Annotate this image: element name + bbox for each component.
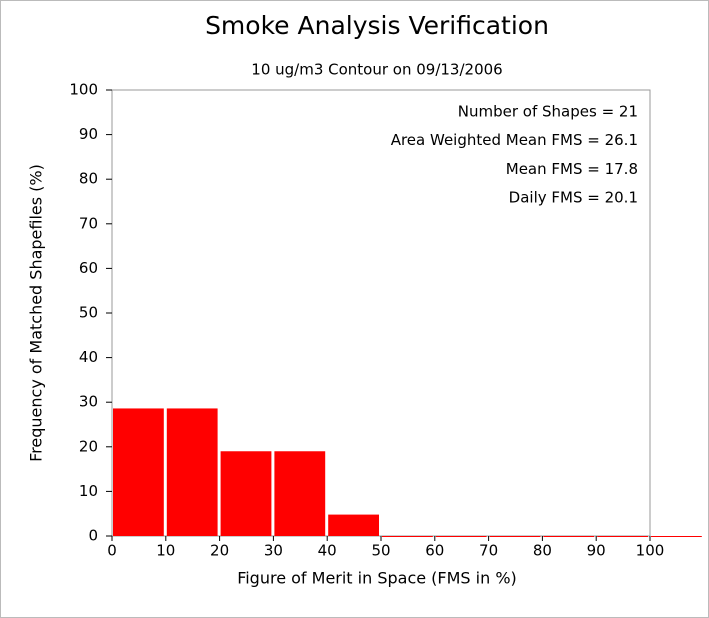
y-tick-label: 30 <box>79 393 98 411</box>
bar <box>435 536 487 537</box>
x-tick-label: 80 <box>533 542 552 560</box>
bar <box>166 408 218 536</box>
annotation: Number of Shapes = 21 <box>458 103 638 121</box>
y-tick-label: 10 <box>79 482 98 500</box>
x-tick-label: 70 <box>479 542 498 560</box>
bar <box>274 451 326 536</box>
y-tick-label: 80 <box>79 170 98 188</box>
bar <box>597 536 648 537</box>
chart-title: Smoke Analysis Verification <box>205 11 549 40</box>
x-tick-label: 50 <box>371 542 390 560</box>
annotation: Area Weighted Mean FMS = 26.1 <box>391 131 638 149</box>
y-tick-label: 40 <box>79 348 98 366</box>
x-tick-label: 60 <box>425 542 444 560</box>
x-tick-label: 20 <box>210 542 229 560</box>
bar <box>651 536 702 537</box>
bar <box>543 536 595 537</box>
x-tick-label: 90 <box>587 542 606 560</box>
y-tick-label: 60 <box>79 259 98 277</box>
x-tick-label: 100 <box>636 542 665 560</box>
bar <box>382 536 433 537</box>
y-tick-label: 90 <box>79 125 98 143</box>
bar <box>328 514 379 536</box>
chart-subtitle: 10 ug/m3 Contour on 09/13/2006 <box>251 61 502 79</box>
y-tick-label: 70 <box>79 214 98 232</box>
x-tick-label: 30 <box>264 542 283 560</box>
x-tick-label: 0 <box>107 542 117 560</box>
x-tick-label: 40 <box>318 542 337 560</box>
annotation: Mean FMS = 17.8 <box>506 160 638 178</box>
x-axis-label: Figure of Merit in Space (FMS in %) <box>237 569 517 588</box>
y-tick-label: 20 <box>79 437 98 455</box>
bar <box>113 408 164 536</box>
y-tick-label: 0 <box>88 527 98 545</box>
bar <box>220 451 272 536</box>
annotation: Daily FMS = 20.1 <box>509 189 638 207</box>
y-tick-label: 100 <box>69 81 98 99</box>
y-axis-label: Frequency of Matched Shapefiles (%) <box>27 164 46 462</box>
y-tick-label: 50 <box>79 304 98 322</box>
bar <box>489 536 541 537</box>
x-tick-label: 10 <box>156 542 175 560</box>
